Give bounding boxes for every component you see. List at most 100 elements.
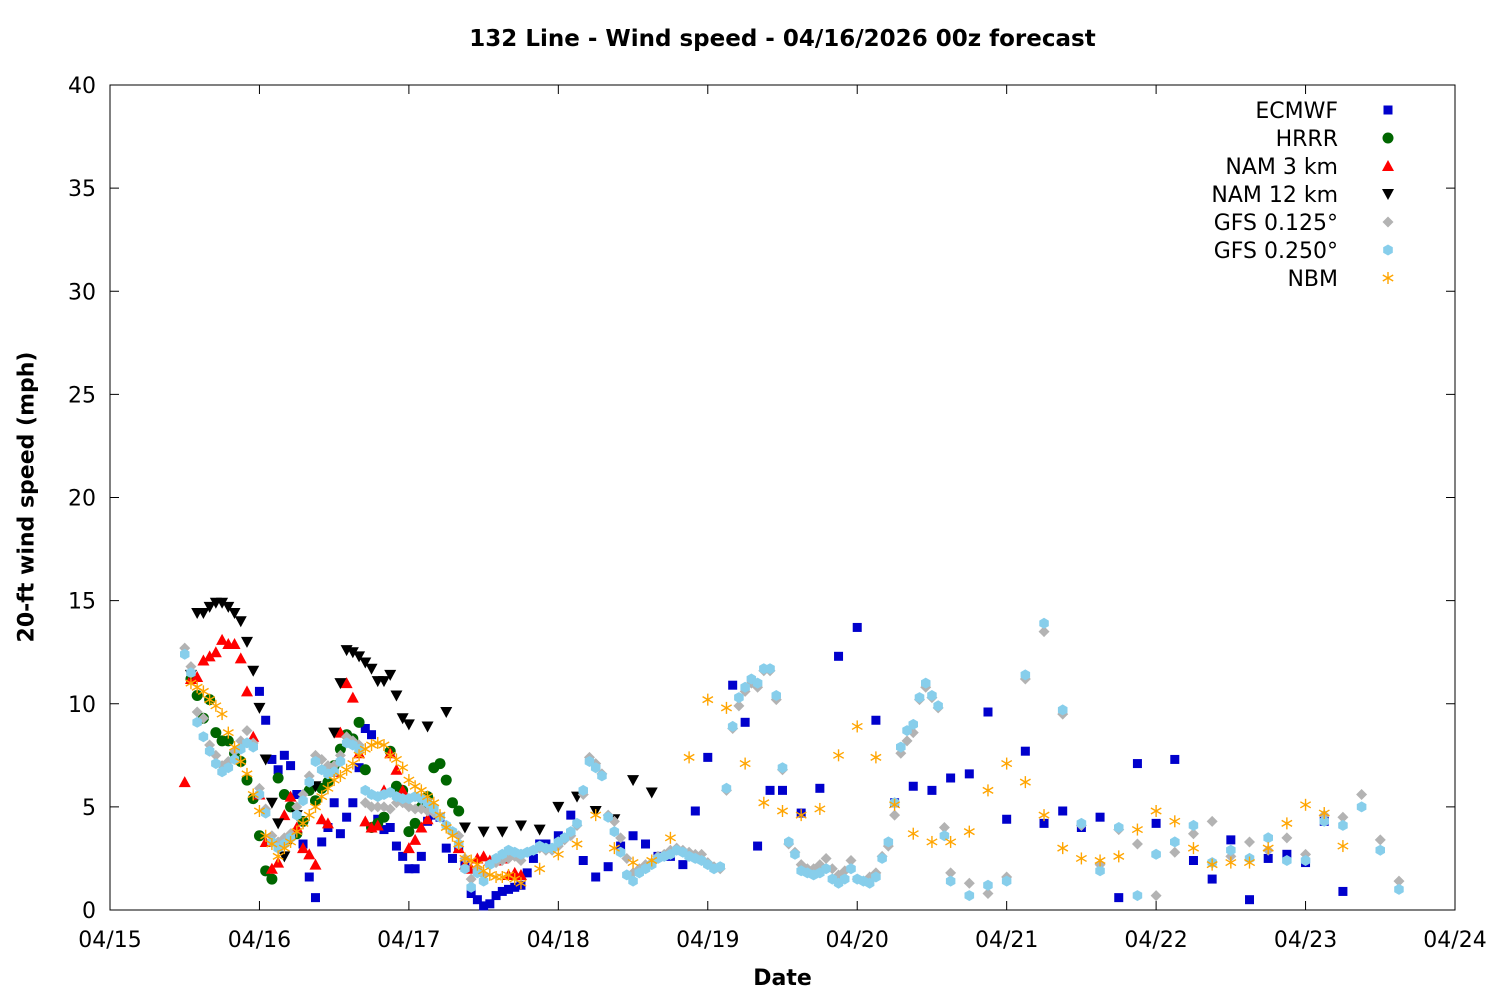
data-point [1169,815,1181,828]
data-point [1057,842,1069,855]
data-point [846,863,856,875]
data-point [572,817,582,829]
legend-label: NAM 12 km [1211,183,1338,208]
x-tick-label: 04/24 [1423,928,1486,953]
data-point [335,756,346,767]
data-point [721,782,732,794]
data-point [241,725,253,737]
data-point [765,663,775,675]
data-point [303,848,316,860]
data-point [627,856,639,869]
data-point [552,848,564,861]
data-point [690,806,700,816]
data-point [210,727,222,739]
data-point [253,702,266,714]
data-point [982,784,994,797]
data-point [578,856,588,865]
legend-label: HRRR [1276,127,1338,152]
data-point [1394,883,1404,895]
data-point [877,852,887,864]
data-point [907,827,919,840]
x-tick-label: 04/18 [527,928,590,953]
data-point [1095,865,1105,877]
data-point [815,783,825,793]
x-tick-label: 04/22 [1124,928,1187,953]
data-point [1319,815,1329,827]
data-point [964,769,974,779]
data-point [727,720,738,732]
data-point [845,855,857,866]
data-point [234,616,247,628]
legend-label: GFS 0.125° [1214,211,1338,236]
data-point [253,830,265,842]
data-point [447,853,457,863]
legend-marker [1383,105,1393,115]
data-point [528,853,538,863]
data-point [297,842,310,854]
legend-label: NBM [1287,267,1338,292]
data-point [203,601,216,613]
data-point [603,811,613,823]
data-point [278,842,290,855]
data-point [628,875,638,887]
data-point [322,782,334,795]
data-point [372,736,384,749]
data-point [453,838,465,850]
data-point [371,819,384,831]
data-point [571,838,583,850]
y-tick-label: 40 [68,74,96,99]
data-point [820,852,832,864]
data-point [434,809,446,822]
data-point [329,798,339,808]
data-point [1281,832,1293,844]
data-point [983,879,993,891]
legend-marker [1382,132,1394,144]
data-point [360,724,370,733]
data-point [1374,834,1386,846]
data-point [378,811,390,823]
data-point [790,848,800,860]
data-point [870,751,882,764]
legend-marker [1382,189,1394,200]
data-point [292,790,302,799]
data-point [309,800,322,813]
data-point [484,868,496,881]
data-point [883,836,894,848]
data-point [533,824,546,836]
data-point [1113,850,1125,863]
data-point [702,693,714,706]
data-point [204,693,216,706]
data-point [547,842,557,854]
data-point [497,886,507,896]
data-point [1206,858,1218,871]
data-point [889,809,901,821]
data-point [235,755,247,768]
data-point [402,842,415,854]
data-point [1282,849,1292,859]
data-point [415,821,428,833]
data-point [678,860,688,870]
data-point [715,861,725,873]
data-point [1281,817,1293,830]
data-point [421,721,434,733]
data-point [496,871,508,883]
data-point [945,867,957,879]
data-point [248,741,258,753]
data-point [211,758,221,770]
data-point [335,829,345,839]
data-point [234,652,247,664]
data-point [422,790,434,803]
data-point [446,797,458,809]
legend: ECMWF HRRR NAM 3 km NAM 12 km GFS 0.125° GFS … [1211,99,1394,292]
data-point [1356,789,1368,800]
y-tick-label: 15 [68,590,96,615]
data-point [260,829,272,842]
data-point [1150,890,1162,902]
data-point [553,831,563,841]
data-point [396,784,409,796]
data-point [1002,814,1012,824]
data-point [403,826,415,838]
data-point [896,741,906,753]
data-point [1039,617,1049,629]
data-point [236,743,246,755]
